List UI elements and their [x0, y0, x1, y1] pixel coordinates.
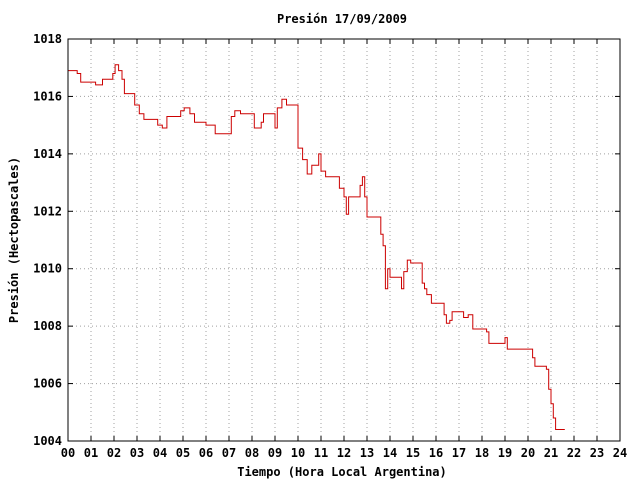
x-tick-label: 04 [153, 446, 167, 460]
x-tick-label: 13 [360, 446, 374, 460]
pressure-series-line [68, 64, 565, 430]
y-axis-label: Presión (Hectopascales) [7, 157, 21, 323]
x-tick-label: 01 [84, 446, 98, 460]
y-tick-label: 1010 [33, 262, 62, 276]
x-tick-label: 15 [406, 446, 420, 460]
x-tick-label: 11 [314, 446, 328, 460]
x-tick-label: 00 [61, 446, 75, 460]
axis-ticks [67, 38, 621, 442]
y-tick-label: 1014 [33, 147, 62, 161]
x-tick-label: 14 [383, 446, 397, 460]
x-tick-label: 22 [567, 446, 581, 460]
x-tick-label: 17 [452, 446, 466, 460]
x-tick-label: 20 [521, 446, 535, 460]
y-tick-label: 1016 [33, 89, 62, 103]
x-axis-tick-labels: 00 01 02 03 04 05 06 07 08 09 10 11 12 13 14 15 16 17 18 19… [61, 446, 627, 460]
grid [68, 39, 620, 441]
x-tick-label: 19 [498, 446, 512, 460]
x-tick-label: 08 [245, 446, 259, 460]
chart-title: Presión 17/09/2009 [277, 12, 407, 26]
x-tick-label: 07 [222, 446, 236, 460]
y-tick-label: 1004 [33, 434, 62, 448]
y-tick-label: 1012 [33, 204, 62, 218]
x-tick-label: 10 [291, 446, 305, 460]
x-tick-label: 24 [613, 446, 627, 460]
y-tick-label: 1008 [33, 319, 62, 333]
x-tick-label: 18 [475, 446, 489, 460]
y-axis-tick-labels: 1004 1006 1008 1010 1012 1014 1016 1018 [33, 32, 62, 448]
x-axis-label: Tiempo (Hora Local Argentina) [237, 465, 447, 479]
x-tick-label: 06 [199, 446, 213, 460]
x-tick-label: 16 [429, 446, 443, 460]
x-tick-label: 05 [176, 446, 190, 460]
x-tick-label: 12 [337, 446, 351, 460]
x-tick-label: 02 [107, 446, 121, 460]
x-tick-label: 03 [130, 446, 144, 460]
x-tick-label: 23 [590, 446, 604, 460]
x-tick-label: 09 [268, 446, 282, 460]
y-tick-label: 1018 [33, 32, 62, 46]
x-tick-label: 21 [544, 446, 558, 460]
y-tick-label: 1006 [33, 377, 62, 391]
